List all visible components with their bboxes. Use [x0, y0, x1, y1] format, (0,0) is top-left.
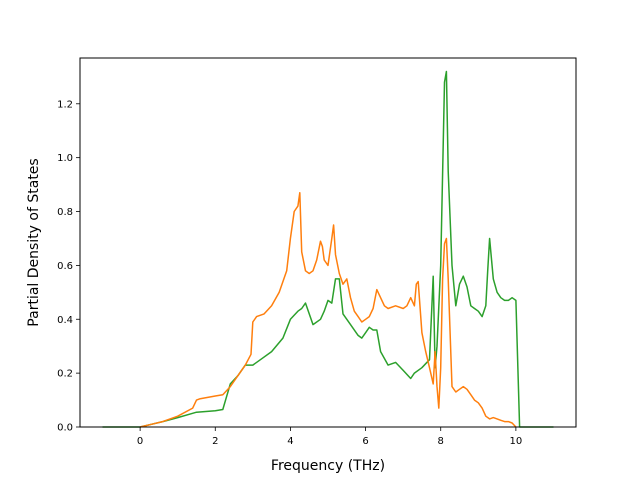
- y-tick-label: 1.0: [57, 153, 73, 164]
- y-axis-label: Partial Density of States: [26, 158, 42, 326]
- x-tick-label: 10: [510, 436, 523, 447]
- y-tick-label: 0.0: [57, 423, 73, 434]
- series-line-1: [139, 191, 517, 428]
- plot-frame: [79, 57, 577, 428]
- series-line-0: [102, 70, 554, 428]
- x-tick-label: 6: [362, 436, 368, 447]
- x-axis: 0 2 4 6 8 10: [137, 427, 522, 447]
- x-tick-label: 8: [438, 436, 444, 447]
- x-tick-label: 0: [137, 436, 143, 447]
- y-tick-label: 0.6: [57, 261, 73, 272]
- series-lines: [102, 70, 554, 428]
- y-axis: 0.0 0.2 0.4 0.6 0.8 1.0 1.2: [57, 99, 80, 434]
- y-tick-label: 1.2: [57, 99, 73, 110]
- y-tick-label: 0.2: [57, 369, 73, 380]
- y-tick-label: 0.8: [57, 207, 73, 218]
- x-tick-label: 2: [212, 436, 218, 447]
- y-tick-label: 0.4: [57, 315, 73, 326]
- x-axis-label: Frequency (THz): [271, 458, 385, 474]
- x-tick-label: 4: [287, 436, 293, 447]
